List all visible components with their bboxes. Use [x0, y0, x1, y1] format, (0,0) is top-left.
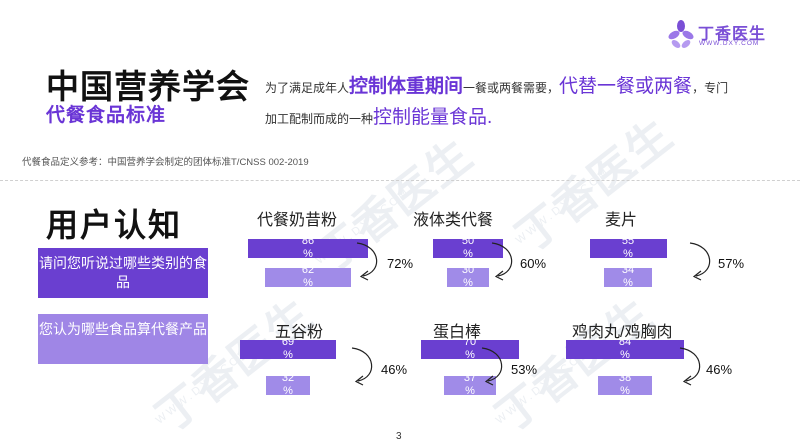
bar-aware: 84 % — [566, 340, 684, 359]
bar-substitute: 32 % — [265, 376, 311, 395]
bar-aware: 69 % — [239, 340, 337, 359]
conversion-arrow-icon — [491, 242, 513, 281]
conversion-arrow-icon — [689, 242, 711, 281]
value-label-aware: 84 % — [618, 340, 632, 359]
category-label: 麦片 — [605, 212, 638, 229]
page-number: 3 — [396, 431, 402, 442]
bar-aware: 55 % — [589, 239, 667, 258]
source-note: 代餐食品定义参考：中国营养学会制定的团体标准T/CNSS 002-2019 — [22, 157, 309, 168]
brand-url: WWW.DXY.COM — [699, 40, 760, 47]
definition-part: 代替一餐或两餐 — [559, 76, 693, 97]
value-label-aware: 50 % — [461, 239, 475, 258]
conversion-arrow-icon — [356, 242, 378, 281]
conversion-arrow-icon — [351, 347, 373, 386]
brand-logo: 丁香医生 WWW.DXY.COM — [668, 19, 778, 53]
conversion-label: 60% — [520, 256, 547, 271]
value-label-aware: 55 % — [621, 239, 635, 258]
legend-substitute: 您认为哪些食品算代餐产品 — [38, 314, 208, 364]
conversion-label: 72% — [387, 256, 414, 271]
page-subtitle: 代餐食品标准 — [46, 105, 167, 126]
bar-aware: 70 % — [421, 340, 519, 359]
definition-text: 为了满足成年人控制体重期间一餐或两餐需要，代替一餐或两餐，专门加工配制而成的一种… — [265, 72, 735, 134]
category-label: 蛋白棒 — [433, 324, 482, 341]
bar-substitute: 34 % — [604, 268, 652, 287]
definition-part: 为了满足成年人 — [265, 81, 350, 95]
bar-substitute: 38 % — [598, 376, 652, 395]
category-label: 代餐奶昔粉 — [257, 212, 338, 229]
conversion-label: 53% — [511, 362, 538, 377]
value-label-substitute: 37 % — [463, 376, 477, 395]
value-label-substitute: 32 % — [281, 376, 295, 395]
value-label-substitute: 34 % — [621, 268, 635, 287]
bar-aware: 50 % — [433, 239, 503, 258]
conversion-arrow-icon — [679, 347, 701, 386]
definition-part: 控制体重期间 — [349, 76, 464, 97]
divider — [0, 180, 800, 181]
bar-substitute: 30 % — [447, 268, 489, 287]
conversion-arrow-icon — [481, 347, 503, 386]
value-label-substitute: 38 % — [618, 376, 632, 395]
category-label: 液体类代餐 — [413, 212, 494, 229]
category-label: 鸡肉丸/鸡胸肉 — [572, 324, 673, 341]
value-label-substitute: 30 % — [461, 268, 475, 287]
category-label: 五谷粉 — [275, 324, 324, 341]
bar-aware: 86 % — [247, 239, 369, 258]
bar-substitute: 37 % — [444, 376, 496, 395]
conversion-label: 46% — [381, 362, 408, 377]
legend-aware: 请问您听说过哪些类别的食品 — [38, 248, 208, 298]
clove-flower-icon — [668, 20, 694, 48]
bar-substitute: 62 % — [264, 268, 352, 287]
conversion-label: 46% — [706, 362, 733, 377]
definition-part: ，专门加工配制而成的一种 — [265, 81, 729, 126]
definition-part: 一餐或两餐需要， — [463, 81, 560, 95]
value-label-aware: 86 % — [301, 239, 315, 258]
section-title: 用户认知 — [46, 207, 183, 243]
brand-name: 丁香医生 — [698, 26, 767, 43]
definition-part: 控制能量食品. — [373, 107, 493, 128]
value-label-substitute: 62 % — [301, 268, 315, 287]
conversion-label: 57% — [718, 256, 745, 271]
page-title: 中国营养学会 — [46, 68, 250, 105]
value-label-aware: 70 % — [463, 340, 477, 359]
value-label-aware: 69 % — [281, 340, 295, 359]
